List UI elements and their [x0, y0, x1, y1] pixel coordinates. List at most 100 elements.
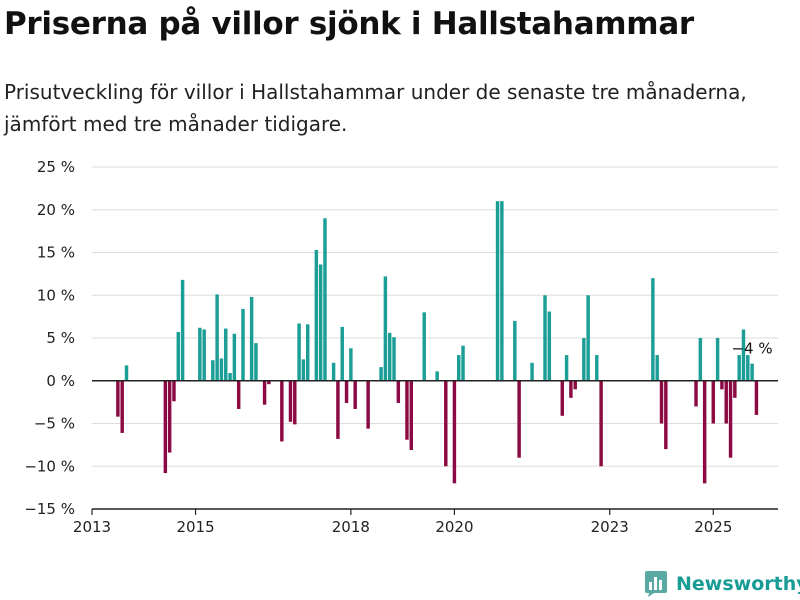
bar: [651, 278, 655, 381]
bar: [560, 380, 565, 416]
bar: [392, 337, 396, 381]
bar: [444, 380, 448, 467]
bar: [379, 367, 383, 381]
bar: [754, 380, 759, 415]
y-tick-label: 20 %: [37, 201, 75, 219]
y-tick-label: −10 %: [24, 457, 75, 475]
bar: [517, 380, 521, 458]
bar: [500, 201, 504, 381]
bars: [116, 201, 759, 484]
bar: [202, 329, 206, 381]
bar: [599, 380, 603, 467]
bar: [116, 380, 120, 417]
bar: [305, 324, 310, 381]
x-tick-label: 2020: [435, 518, 473, 536]
bar: [180, 279, 185, 381]
y-tick-label: −15 %: [24, 500, 75, 518]
gridlines: [92, 166, 778, 510]
bar: [724, 380, 728, 424]
bar: [176, 332, 181, 381]
bar: [694, 380, 698, 407]
bar: [396, 380, 401, 403]
bar: [254, 343, 258, 381]
bar: [737, 355, 741, 381]
bar: [715, 338, 720, 381]
x-tick-label: 2023: [591, 518, 629, 536]
y-tick-label: 10 %: [37, 286, 75, 304]
bar: [301, 359, 306, 381]
y-tick-label: −5 %: [34, 415, 75, 433]
bar: [746, 355, 750, 381]
bar: [495, 201, 500, 381]
bar: [344, 380, 349, 403]
y-tick-label: 0 %: [46, 372, 75, 390]
bar: [120, 380, 124, 433]
bar: [698, 338, 703, 381]
y-axis-ticks: −15 % −10 % −5 % 0 % 5 % 10 % 15 % 20 % 25 %: [24, 158, 75, 518]
bar: [461, 345, 465, 381]
bar: [564, 355, 569, 381]
latest-value-label: −4 %: [731, 339, 772, 357]
bar: [655, 355, 659, 381]
bar: [236, 380, 241, 409]
chart-subtitle: Prisutveckling för villor i Hallstahamma…: [4, 80, 747, 136]
bar: [172, 380, 176, 402]
bar: [513, 320, 517, 381]
axes: [92, 380, 778, 510]
bar: [720, 380, 724, 390]
x-tick-label: 2018: [332, 518, 370, 536]
bar: [711, 380, 716, 424]
x-tick-label: 2025: [694, 518, 732, 536]
bar: [331, 362, 336, 381]
bar: [353, 380, 357, 409]
bar: [457, 355, 461, 381]
bar: [163, 380, 168, 474]
bar: [409, 380, 413, 451]
bar: [435, 371, 439, 381]
bar: [318, 264, 323, 381]
y-tick-label: 15 %: [37, 244, 75, 262]
newsworthy-brand: Newsworthy: [644, 568, 800, 600]
bar: [293, 380, 297, 425]
bar: [167, 380, 172, 453]
y-tick-label: 25 %: [37, 158, 75, 176]
bar: [741, 329, 746, 381]
y-tick-label: 5 %: [46, 329, 75, 347]
bar: [387, 332, 392, 381]
bar: [530, 362, 534, 381]
bar: [547, 311, 552, 381]
bar: [232, 333, 237, 381]
bar: [422, 312, 426, 381]
bar: [228, 373, 232, 381]
bar: [267, 380, 271, 385]
x-tick-label: 2015: [176, 518, 214, 536]
bar: [280, 380, 284, 442]
bar: [405, 380, 409, 440]
bar: [288, 380, 293, 422]
bar: [340, 326, 344, 381]
bar: [336, 380, 340, 439]
bar: [595, 355, 599, 381]
bar: [733, 380, 737, 398]
bar: [224, 328, 228, 381]
bar: [366, 380, 370, 429]
bar: [349, 348, 353, 381]
bar: [569, 380, 573, 398]
bar-chart-logo-icon: [645, 571, 667, 597]
brand-name: Newsworthy: [676, 573, 800, 595]
bar: [728, 380, 733, 458]
x-axis-ticks: 2013 2015 2018 2020 2023 2025: [73, 509, 732, 536]
bar: [323, 218, 327, 381]
bar: [582, 338, 586, 381]
bar: [659, 380, 664, 424]
bar: [573, 380, 577, 390]
bar: [750, 363, 754, 381]
bar: [702, 380, 707, 484]
bar: [211, 360, 215, 381]
x-tick-label: 2013: [73, 518, 111, 536]
bar: [241, 308, 245, 381]
chart-title: Priserna på villor sjönk i Hallstahammar: [4, 6, 694, 42]
bar: [314, 249, 319, 381]
bar: [124, 365, 129, 381]
bar: [262, 380, 267, 405]
